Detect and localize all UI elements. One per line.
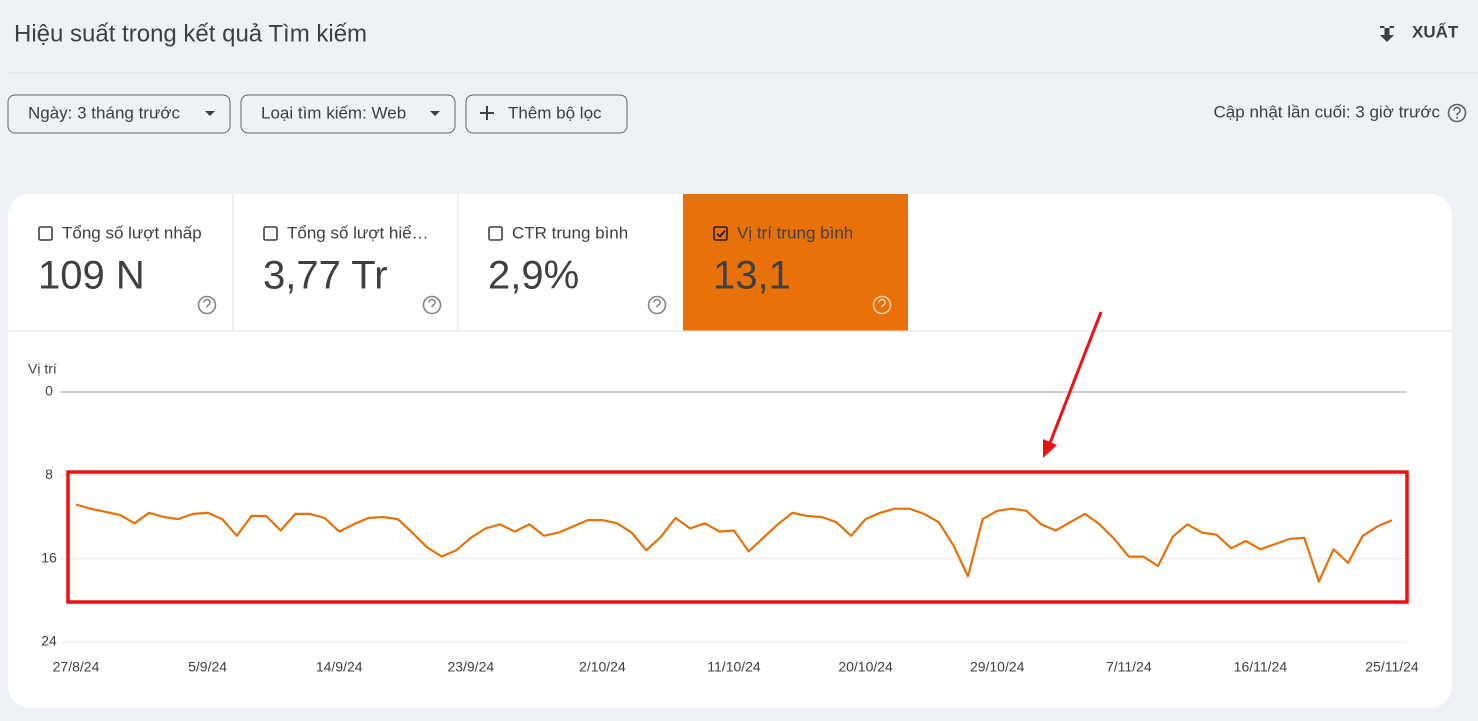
help-icon: [647, 295, 667, 315]
help-icon: [872, 295, 892, 315]
metric-label: Tổng số lượt hiể…: [287, 223, 429, 242]
export-button[interactable]: XUẤT: [1380, 22, 1459, 42]
x-tick-label: 29/10/24: [970, 659, 1025, 675]
annotation-arrow: [1048, 311, 1103, 444]
help-glyph: [653, 298, 661, 308]
x-tick-label: 5/9/24: [188, 659, 227, 675]
metric-value: 2,9%: [488, 254, 579, 298]
metric-label: Vị trí trung bình: [737, 223, 853, 242]
x-tick-label: 7/11/24: [1106, 659, 1152, 675]
y-tick-label: 24: [41, 633, 57, 649]
metric-value: 109 N: [38, 254, 145, 298]
x-tick-label: 11/10/24: [707, 659, 761, 675]
y-tick-label: 0: [45, 383, 53, 399]
help-icon: [197, 295, 217, 315]
checkbox: [38, 226, 53, 241]
filter-label: Ngày: 3 tháng trước: [28, 103, 180, 122]
x-tick-label: 20/10/24: [838, 659, 893, 675]
x-tick-label: 14/9/24: [316, 659, 363, 675]
x-tick-label: 16/11/24: [1234, 659, 1288, 675]
checkbox: [263, 226, 278, 241]
chip-border: [240, 94, 456, 134]
plus-icon: [480, 106, 494, 120]
help-glyph: [428, 298, 436, 308]
x-tick-label: 27/8/24: [53, 659, 100, 675]
download-icon: [1380, 26, 1394, 42]
arrow-head: [1043, 439, 1057, 458]
checkbox: [713, 226, 728, 241]
filter-chip[interactable]: Thêm bộ lọc: [465, 94, 628, 134]
metric-label: Tổng số lượt nhấp: [62, 223, 202, 242]
dropdown-arrow: [430, 111, 440, 116]
highlight-box: [66, 470, 1409, 604]
metric-tile[interactable]: CTR trung bình 2,9%: [457, 194, 667, 331]
metric-tile[interactable]: Tổng số lượt hiể… 3,77 Tr: [232, 194, 442, 331]
metric-tile[interactable]: Vị trí trung bình 13,1: [683, 194, 908, 331]
filter-label: Thêm bộ lọc: [508, 103, 602, 122]
metric-value: 13,1: [713, 254, 791, 298]
y-tick-label: 8: [45, 466, 53, 482]
filter-label: Loại tìm kiếm: Web: [261, 103, 406, 122]
card: [8, 194, 1452, 708]
page-title: Hiệu suất trong kết quả Tìm kiếm: [14, 20, 367, 47]
filter-chip[interactable]: Ngày: 3 tháng trước: [7, 94, 231, 134]
metric-value: 3,77 Tr: [263, 254, 388, 298]
chip-border: [465, 94, 628, 134]
help-glyph: [203, 298, 211, 308]
x-tick-label: 25/11/24: [1365, 659, 1419, 675]
metric-tile[interactable]: Tổng số lượt nhấp 109 N: [38, 223, 217, 315]
tile-bg: [683, 194, 908, 331]
help-icon: [422, 295, 442, 315]
metric-label: CTR trung bình: [512, 223, 628, 242]
y-axis-label: Vị trí: [28, 361, 57, 377]
help-glyph: [878, 298, 886, 308]
chip-border: [7, 94, 231, 134]
y-tick-label: 16: [41, 549, 57, 565]
last-updated: Cập nhật lần cuối: 3 giờ trước: [1214, 102, 1441, 121]
x-tick-label: 2/10/24: [579, 659, 626, 675]
checkbox: [488, 226, 503, 241]
filter-chip[interactable]: Loại tìm kiếm: Web: [240, 94, 456, 134]
x-tick-label: 23/9/24: [447, 659, 494, 675]
dropdown-arrow: [205, 111, 215, 116]
series-line: [75, 503, 1393, 583]
checkmark: [716, 229, 726, 238]
help-icon[interactable]: [1447, 103, 1467, 123]
export-label: XUẤT: [1412, 22, 1459, 41]
